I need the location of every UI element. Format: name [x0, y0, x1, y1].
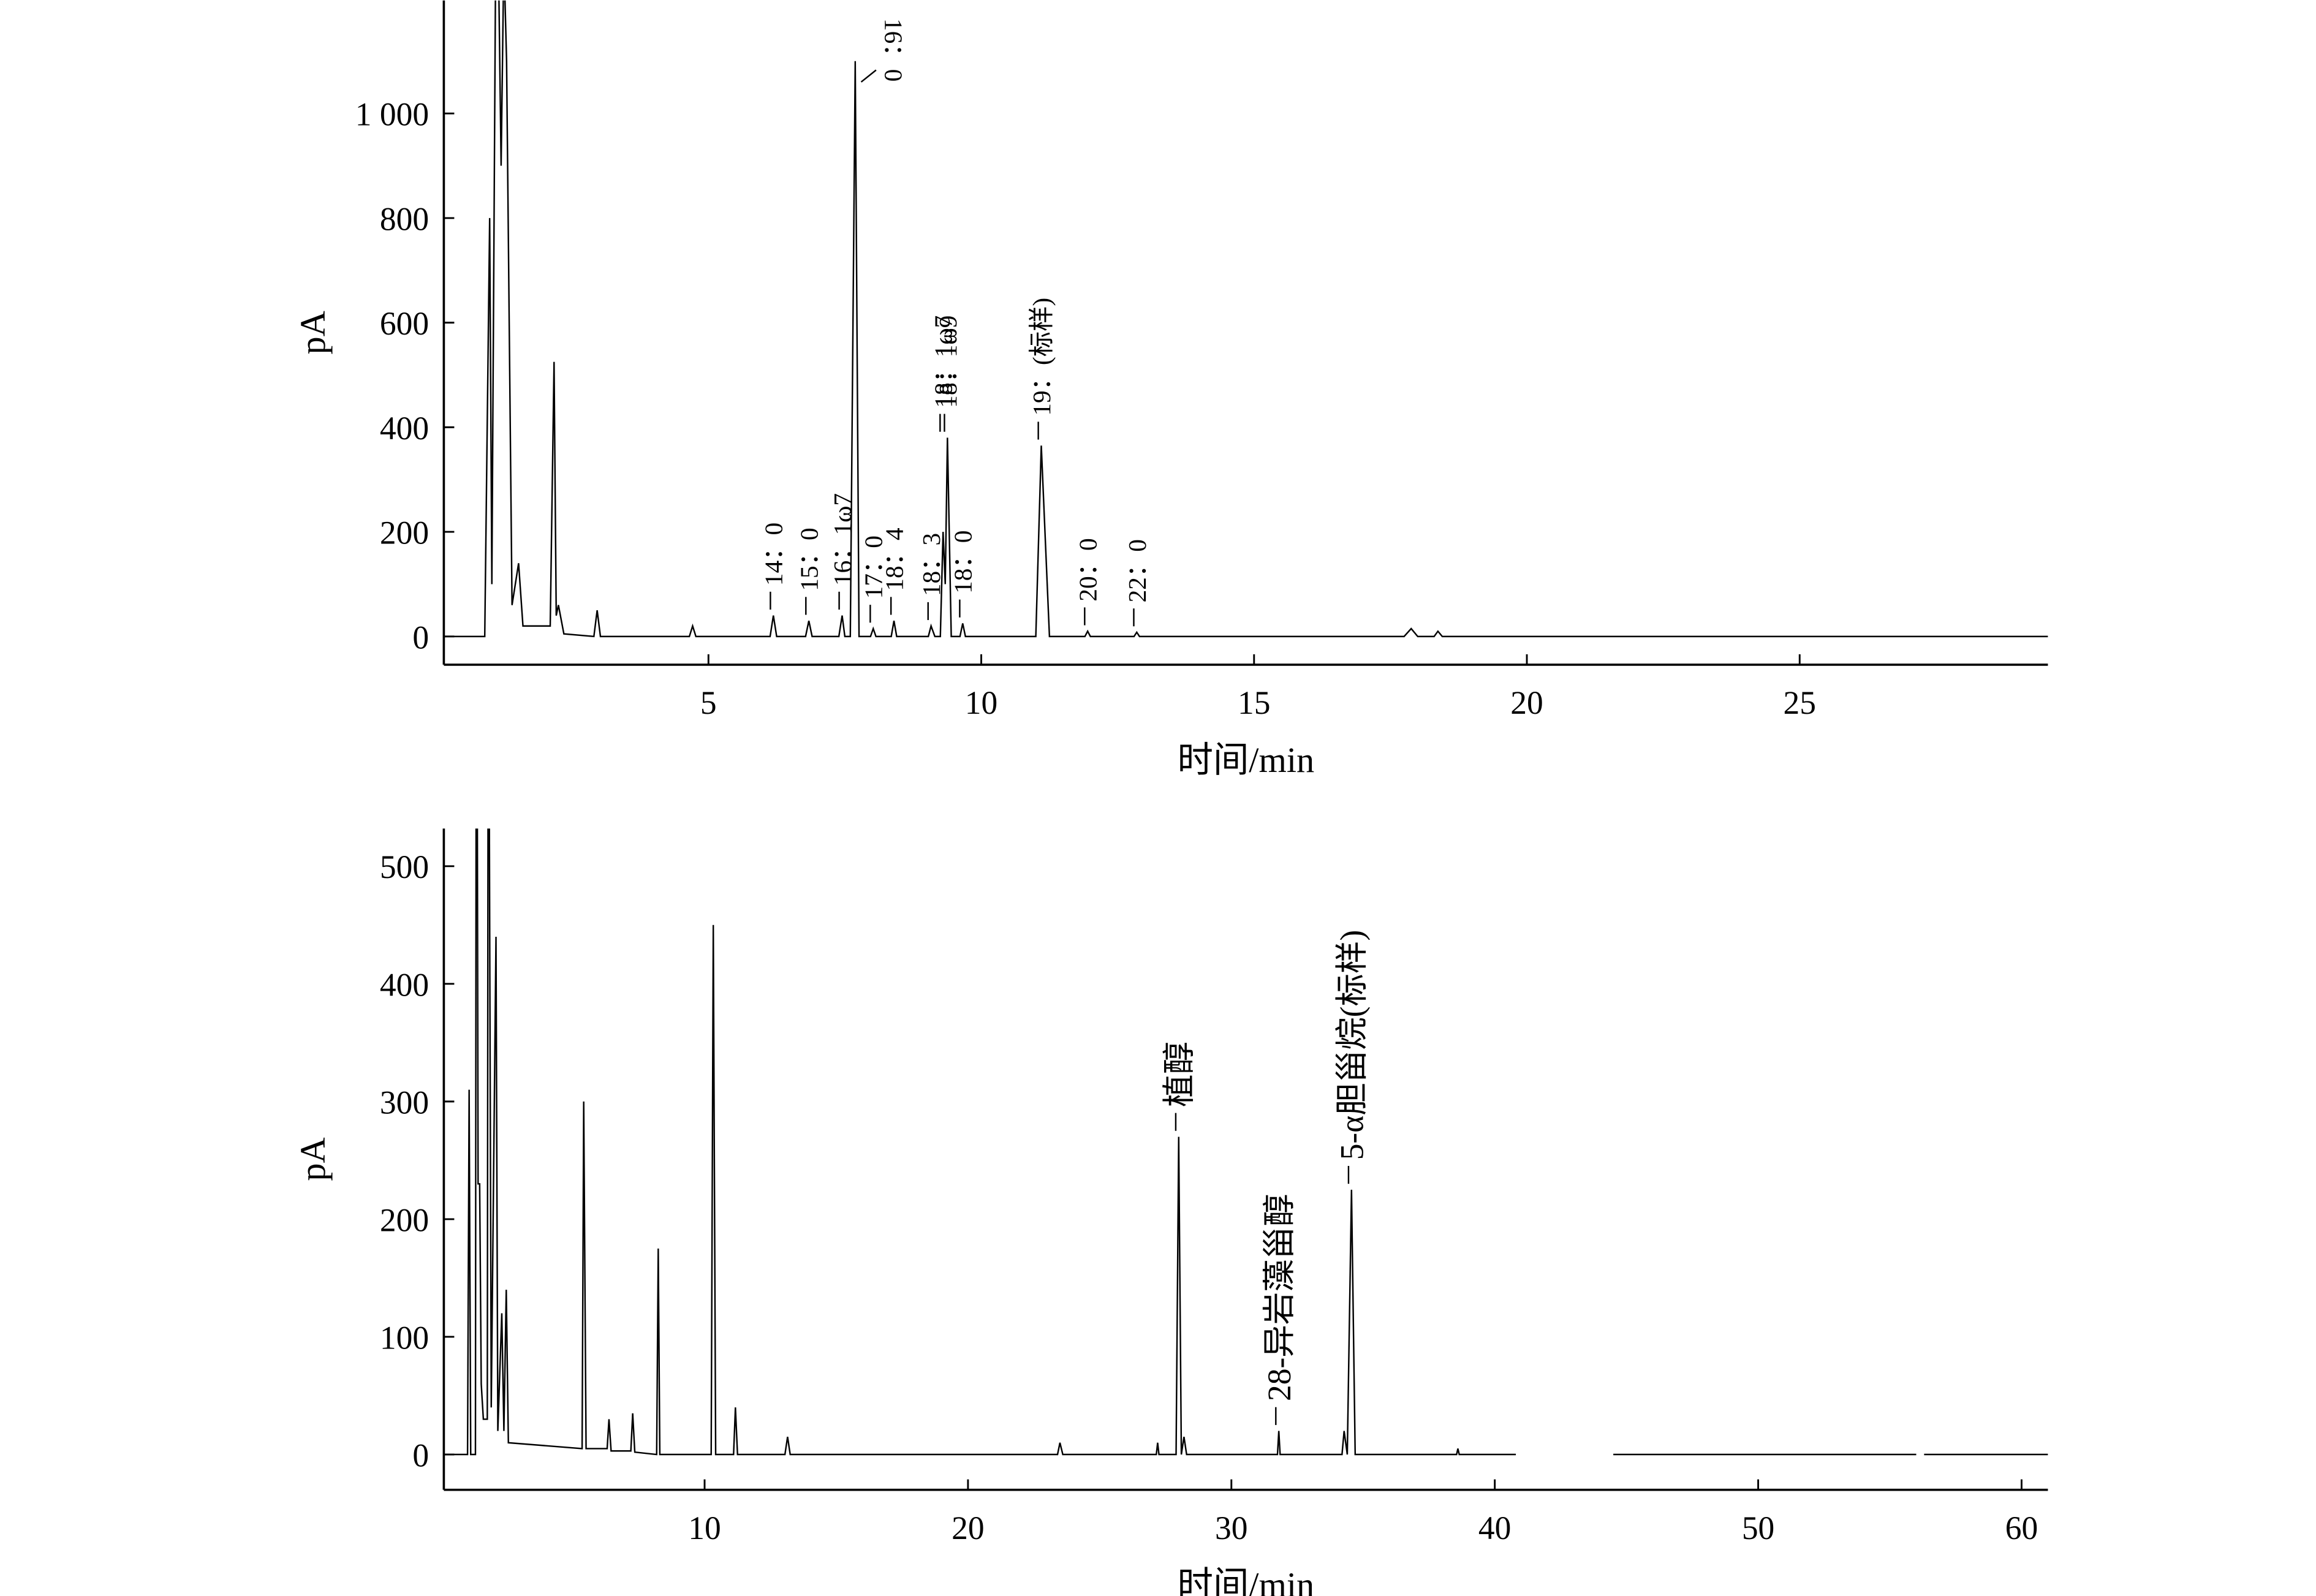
annotation: 植醇: [1161, 1042, 1198, 1107]
x-tick-label: 20: [1510, 684, 1543, 721]
annotation: 18：1ω7: [929, 316, 958, 408]
x-tick-label: 40: [1478, 1510, 1511, 1546]
y-tick-label: 800: [380, 200, 429, 237]
y-tick-label: 200: [380, 515, 429, 551]
x-axis-label: 时间/min: [1178, 1565, 1315, 1596]
annotation: 19：(标样): [1027, 298, 1056, 416]
annotation: 16：1ω7: [828, 493, 857, 586]
y-axis-label: pA: [293, 1137, 333, 1181]
x-tick-label: 10: [688, 1510, 721, 1546]
annotation: 18：0: [949, 531, 977, 594]
x-axis-label: 时间/min: [1178, 740, 1315, 780]
x-tick-label: 30: [1215, 1510, 1247, 1546]
annotation: 20：0: [1074, 538, 1102, 601]
annotation-leader: [860, 69, 877, 83]
x-tick-label: 15: [1238, 684, 1270, 721]
annotation: 28-异岩藻甾醇: [1261, 1193, 1298, 1401]
y-tick-label: 0: [412, 619, 429, 656]
annotation: 5-α胆甾烷(标样): [1334, 930, 1371, 1160]
annotation: 18：4: [880, 528, 909, 591]
x-tick-label: 25: [1784, 684, 1816, 721]
y-tick-label: 400: [380, 966, 429, 1003]
annotation: 14：0: [760, 523, 788, 586]
annotation: 16：0: [879, 18, 907, 81]
annotation: 15：0: [795, 528, 823, 591]
annotation: 18：1ω9: [934, 316, 962, 408]
x-tick-label: 5: [700, 684, 717, 721]
y-tick-label: 600: [380, 305, 429, 342]
y-axis-label: pA: [293, 311, 333, 354]
chromatogram-line: [444, 0, 2048, 638]
x-tick-label: 10: [965, 684, 997, 721]
x-tick-label: 50: [1742, 1510, 1774, 1546]
y-tick-label: 100: [380, 1319, 429, 1356]
x-tick-label: 20: [952, 1510, 984, 1546]
y-tick-label: 0: [412, 1437, 429, 1473]
y-tick-label: 1 000: [355, 96, 429, 133]
y-tick-label: 300: [380, 1084, 429, 1121]
y-tick-label: 400: [380, 410, 429, 447]
y-tick-label: 200: [380, 1201, 429, 1238]
annotation: 22：0: [1123, 539, 1151, 602]
chromatogram-line: [444, 828, 2048, 1456]
y-tick-label: 500: [380, 849, 429, 885]
x-tick-label: 60: [2005, 1510, 2038, 1546]
annotation: 17：0: [860, 535, 888, 599]
annotation: 18：3: [917, 533, 945, 596]
